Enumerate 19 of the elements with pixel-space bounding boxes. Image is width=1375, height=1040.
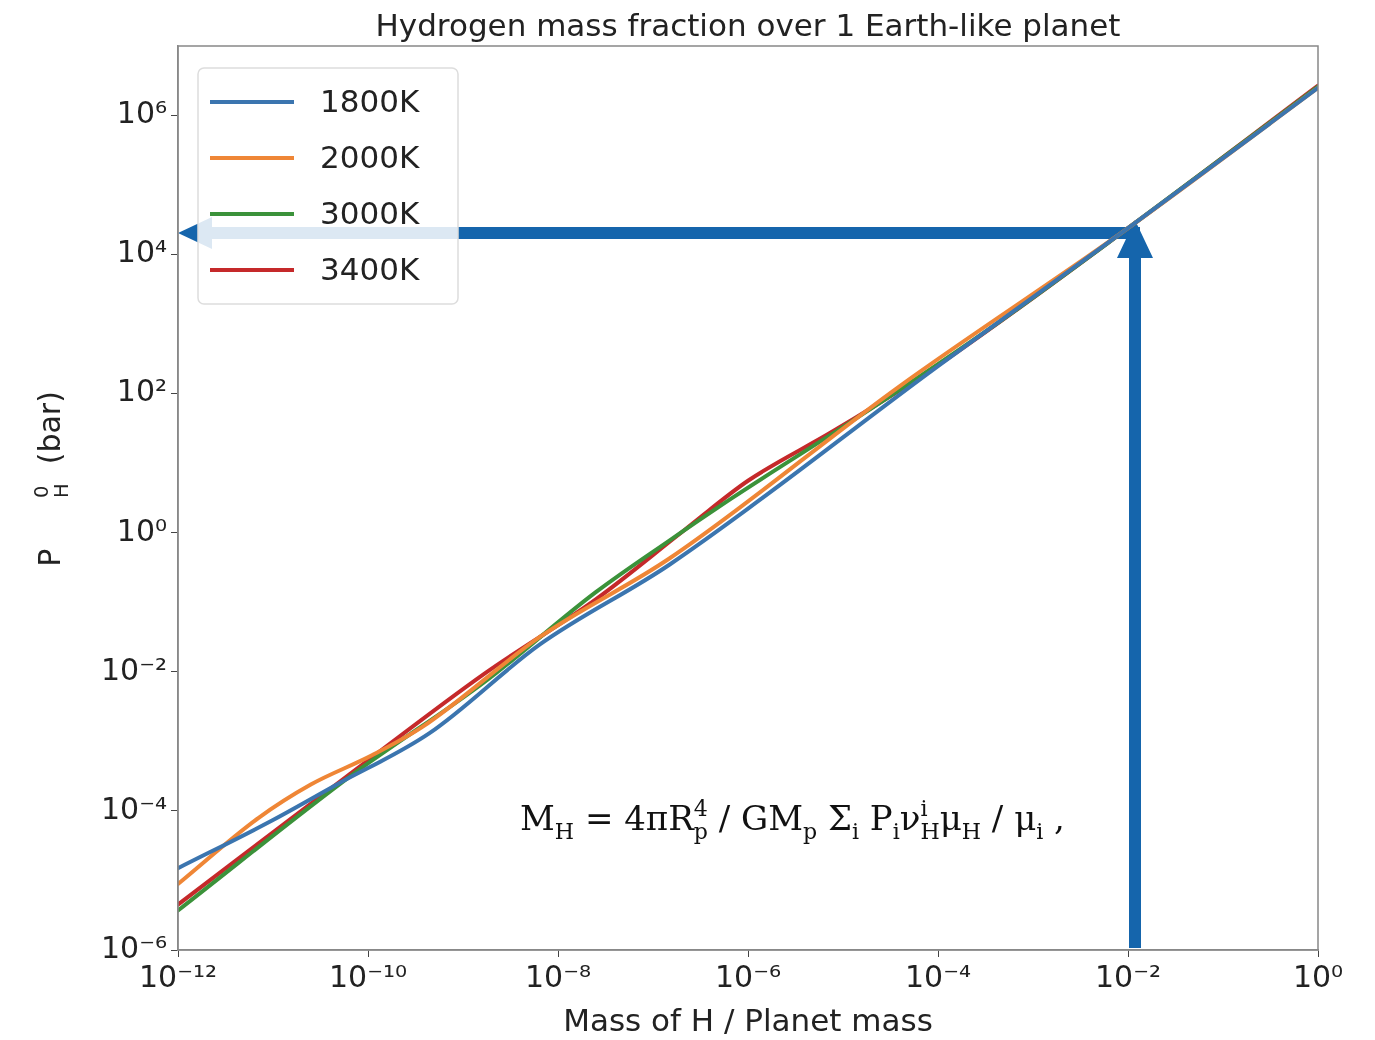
y-tick-label: 10⁴	[116, 234, 167, 270]
x-tick-label: 10⁻⁸	[524, 958, 592, 994]
text: PH0 (bar)	[30, 391, 73, 567]
y-tick-label: 10⁶	[116, 95, 167, 131]
x-tick-label: 10⁻⁶	[714, 958, 782, 994]
legend-label: 3000K	[320, 195, 420, 232]
chart-title: Hydrogen mass fraction over 1 Earth-like planet	[375, 6, 1121, 43]
x-tick-label: 10⁰	[1292, 958, 1344, 994]
x-tick-label: 10⁻²	[1094, 958, 1162, 994]
y-tick-label: 10⁻⁴	[100, 790, 167, 826]
x-tick-label: 10⁻¹⁰	[328, 958, 408, 994]
y-tick-label: 10⁰	[116, 512, 167, 548]
legend-label: 1800K	[320, 83, 420, 120]
legend-label: 3400K	[320, 251, 420, 288]
y-tick-label: 10⁻²	[100, 651, 167, 687]
y-tick-label: 10²	[116, 373, 167, 409]
legend-label: 2000K	[320, 139, 420, 176]
x-tick-label: 10⁻⁴	[904, 958, 972, 994]
x-axis-title: Mass of H / Planet mass	[563, 1001, 933, 1038]
